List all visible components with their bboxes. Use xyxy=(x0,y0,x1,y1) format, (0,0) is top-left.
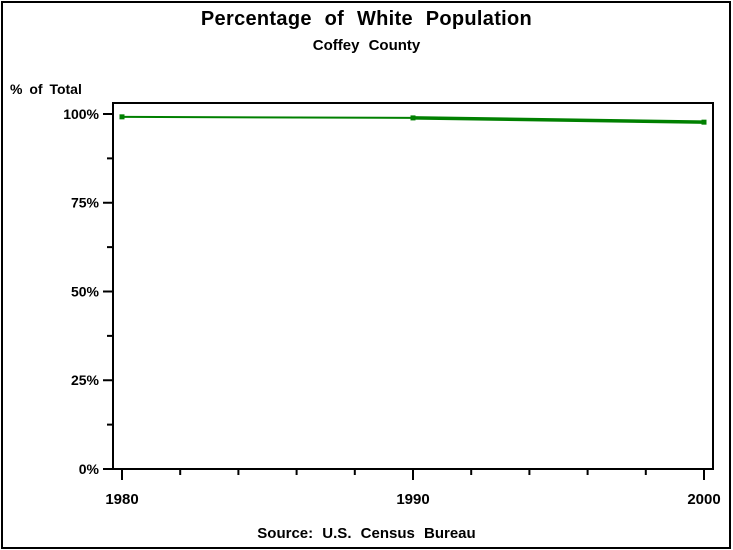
chart-title: Percentage of White Population xyxy=(200,8,533,30)
source-note: Source: U.S. Census Bureau xyxy=(257,525,476,542)
data-point-marker xyxy=(410,115,416,121)
x-tick-label: 1980 xyxy=(105,491,138,508)
data-point-marker xyxy=(701,119,707,125)
x-tick-label: 2000 xyxy=(687,491,720,508)
y-tick-label: 100% xyxy=(63,106,99,122)
y-axis-label: % of Total xyxy=(10,81,82,97)
data-line-segment xyxy=(121,115,414,119)
plot-frame xyxy=(112,102,714,470)
y-tick-label: 75% xyxy=(71,195,100,211)
x-tick-label: 1990 xyxy=(396,491,429,508)
data-line-segment xyxy=(412,116,705,124)
y-tick-label: 0% xyxy=(79,461,100,477)
data-point-marker xyxy=(119,114,125,120)
y-tick-label: 50% xyxy=(71,283,100,299)
chart-subtitle: Coffey County xyxy=(312,37,421,54)
y-tick-label: 25% xyxy=(71,372,100,388)
